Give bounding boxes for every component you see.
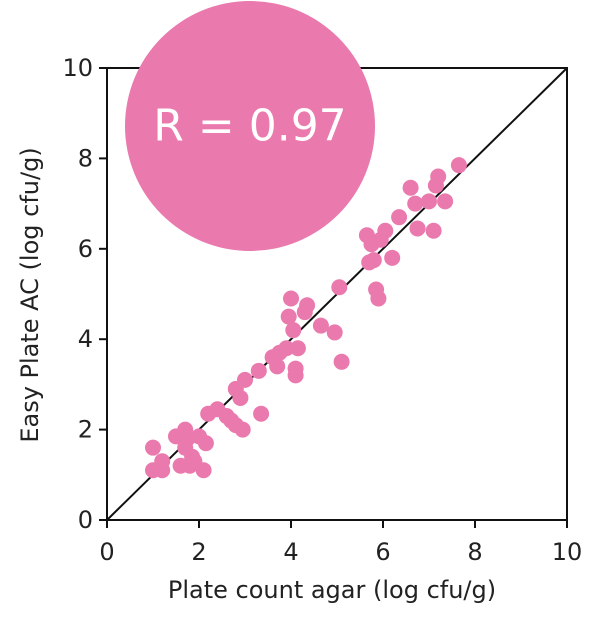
data-point-27 — [269, 358, 286, 375]
data-point-23 — [237, 371, 253, 388]
data-point-35 — [289, 340, 306, 357]
y-tick-label: 0 — [78, 506, 93, 534]
y-tick-label: 10 — [62, 54, 93, 82]
data-point-53 — [407, 195, 424, 212]
data-point-56 — [425, 222, 442, 239]
data-point-59 — [437, 193, 454, 210]
data-point-40 — [331, 279, 348, 296]
data-points — [145, 157, 467, 479]
data-point-50 — [384, 249, 401, 266]
data-point-41 — [333, 353, 350, 370]
y-tick-label: 2 — [78, 416, 93, 444]
data-point-0 — [145, 439, 161, 456]
data-point-54 — [409, 220, 426, 237]
data-point-25 — [253, 405, 270, 422]
data-point-38 — [312, 317, 329, 334]
y-tick-label: 8 — [78, 144, 93, 172]
y-tick-label: 4 — [78, 325, 93, 353]
data-point-29 — [278, 340, 295, 357]
data-point-24 — [250, 362, 267, 379]
data-point-3 — [154, 462, 171, 479]
x-tick-label: 10 — [552, 538, 583, 566]
data-point-13 — [195, 462, 212, 479]
data-point-55 — [421, 193, 437, 210]
data-point-60 — [450, 157, 467, 174]
annotation-text: R = 0.97 — [153, 101, 346, 152]
x-tick-label: 2 — [191, 538, 206, 566]
x-tick-label: 0 — [99, 538, 114, 566]
data-point-45 — [365, 252, 382, 269]
data-point-37 — [299, 297, 316, 314]
data-point-58 — [430, 168, 447, 185]
data-point-39 — [326, 324, 343, 341]
y-axis-label: Easy Plate AC (log cfu/g) — [16, 147, 44, 442]
x-tick-label: 8 — [467, 538, 482, 566]
data-point-30 — [280, 308, 297, 325]
x-tick-label: 6 — [375, 538, 390, 566]
data-point-21 — [232, 389, 249, 406]
y-tick-label: 6 — [78, 235, 93, 263]
data-point-22 — [234, 421, 251, 438]
data-point-32 — [285, 322, 302, 339]
x-axis-label: Plate count agar (log cfu/g) — [168, 576, 496, 604]
x-tick-label: 4 — [283, 538, 298, 566]
data-point-51 — [391, 209, 408, 226]
data-point-14 — [197, 435, 214, 452]
r-value-annotation: R = 0.97 — [125, 1, 375, 251]
data-point-49 — [377, 222, 394, 239]
data-point-34 — [287, 367, 304, 384]
annotation-circle — [125, 1, 375, 251]
data-point-31 — [283, 290, 299, 307]
axis-ticks: 0 2 4 6 8 10 0 2 4 6 8 10 — [62, 54, 582, 566]
data-point-52 — [402, 179, 419, 196]
data-point-47 — [370, 290, 387, 307]
